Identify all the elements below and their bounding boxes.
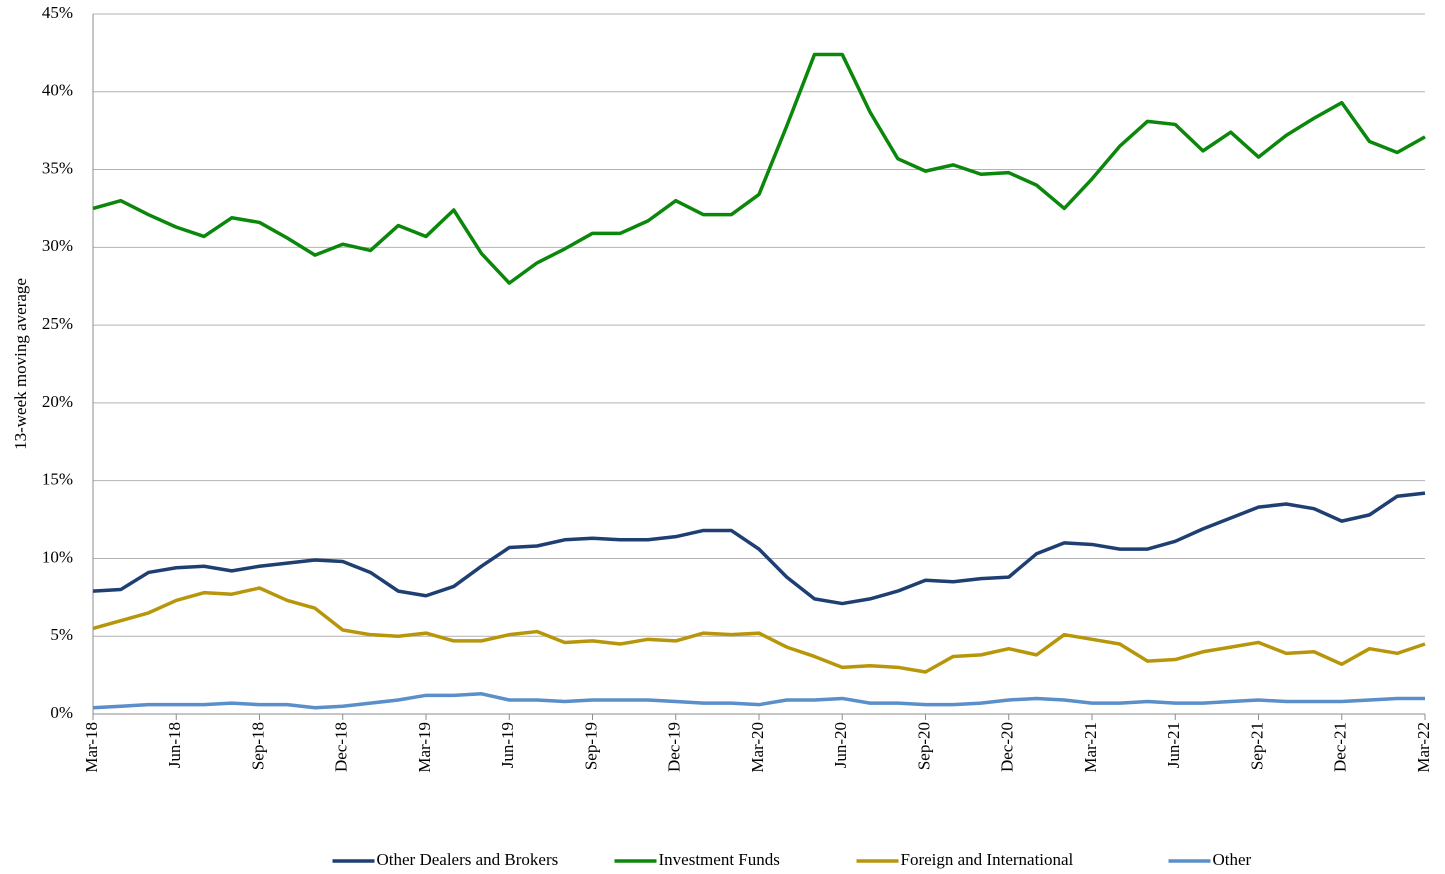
x-tick-label: Mar-20 xyxy=(748,722,767,773)
series-line xyxy=(92,692,1425,710)
x-tick-label: Dec-21 xyxy=(1331,722,1350,772)
legend-label: Foreign and International xyxy=(901,850,1074,869)
y-tick-label: 5% xyxy=(50,625,73,644)
legend-label: Investment Funds xyxy=(659,850,780,869)
y-tick-label: 15% xyxy=(42,470,73,489)
x-tick-label: Dec-20 xyxy=(998,722,1017,772)
y-tick-label: 35% xyxy=(42,158,73,177)
y-tick-label: 25% xyxy=(42,314,73,333)
x-tick-label: Mar-21 xyxy=(1081,722,1100,773)
series-line xyxy=(92,52,1426,285)
x-tick-label: Mar-18 xyxy=(82,722,101,773)
x-tick-label: Sep-19 xyxy=(581,722,600,770)
x-tick-label: Sep-18 xyxy=(248,722,267,770)
series-line xyxy=(92,491,1426,606)
x-tick-label: Mar-22 xyxy=(1414,722,1433,773)
y-tick-label: 45% xyxy=(42,3,73,22)
series-line xyxy=(92,586,1426,674)
legend-label: Other Dealers and Brokers xyxy=(377,850,559,869)
x-tick-label: Sep-21 xyxy=(1247,722,1266,770)
legend-label: Other xyxy=(1213,850,1252,869)
y-tick-label: 40% xyxy=(42,81,73,100)
y-tick-label: 10% xyxy=(42,547,73,566)
x-tick-label: Jun-20 xyxy=(831,722,850,768)
x-tick-label: Jun-21 xyxy=(1164,722,1183,768)
x-tick-label: Sep-20 xyxy=(914,722,933,770)
y-tick-label: 0% xyxy=(50,703,73,722)
x-tick-label: Jun-18 xyxy=(165,722,184,768)
x-tick-label: Mar-19 xyxy=(415,722,434,773)
y-axis-label: 13-week moving average xyxy=(11,278,30,450)
x-tick-label: Dec-18 xyxy=(332,722,351,772)
x-tick-label: Dec-19 xyxy=(665,722,684,772)
y-tick-label: 30% xyxy=(42,236,73,255)
y-tick-label: 20% xyxy=(42,392,73,411)
x-tick-label: Jun-19 xyxy=(498,722,517,768)
